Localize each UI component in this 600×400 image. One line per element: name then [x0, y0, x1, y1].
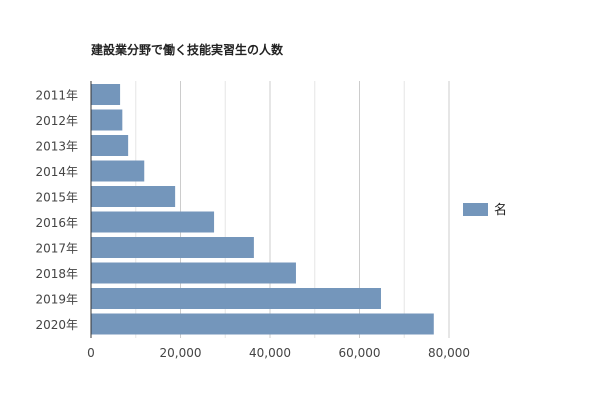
bar-2018年	[91, 262, 296, 284]
y-tick-label: 2015年	[35, 190, 78, 204]
legend: 名	[463, 202, 507, 218]
bar-2011年	[91, 84, 121, 105]
chart-title: 建設業分野で働く技能実習生の人数	[90, 42, 284, 57]
x-tick-label: 20,000	[160, 346, 202, 360]
bar-2019年	[91, 288, 381, 309]
y-tick-label: 2016年	[35, 216, 78, 230]
y-tick-label: 2017年	[35, 241, 78, 255]
bar-2013年	[91, 135, 129, 156]
x-tick-label: 60,000	[339, 346, 381, 360]
bar-2020年	[91, 313, 434, 335]
legend-label: 名	[494, 202, 507, 218]
y-tick-label: 2011年	[35, 88, 78, 102]
bar-2012年	[91, 109, 123, 131]
y-tick-label: 2019年	[35, 292, 78, 306]
x-tick-label: 80,000	[428, 346, 470, 360]
x-tick-label: 0	[87, 346, 95, 360]
y-tick-label: 2012年	[35, 114, 78, 128]
bar-2015年	[91, 186, 176, 207]
bar-2016年	[91, 211, 215, 233]
x-tick-label: 40,000	[249, 346, 291, 360]
y-tick-label: 2014年	[35, 165, 78, 179]
y-tick-label: 2020年	[35, 318, 78, 332]
y-tick-label: 2013年	[35, 139, 78, 153]
legend-swatch	[463, 203, 488, 216]
y-tick-label: 2018年	[35, 267, 78, 281]
bar-2014年	[91, 160, 145, 182]
bar-2017年	[91, 237, 254, 258]
